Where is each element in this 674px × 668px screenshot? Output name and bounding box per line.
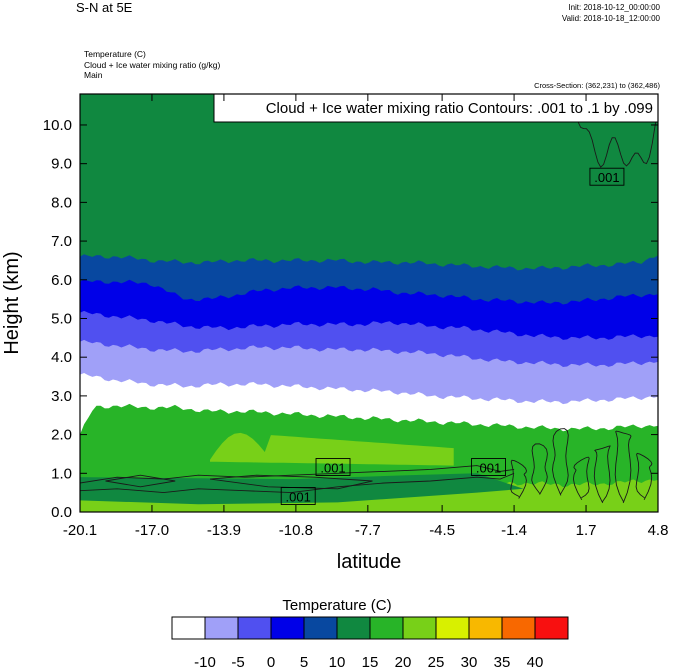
- contour-label: .001: [476, 460, 501, 475]
- x-tick-label: -7.7: [355, 522, 381, 539]
- cloud-contour-line: [571, 94, 658, 168]
- cloud-contour-line: [572, 456, 590, 501]
- x-tick-label: -17.0: [135, 522, 169, 539]
- cloud-contour-line: [552, 428, 569, 496]
- colorbar-label: 35: [494, 654, 511, 668]
- colorbar-swatch: [270, 616, 305, 640]
- temp-fill-band: [210, 432, 454, 466]
- cloud-contour-line: [593, 445, 611, 504]
- colorbar-label: -5: [231, 654, 244, 668]
- colorbar-swatch: [369, 616, 404, 640]
- colorbar-swatch: [468, 616, 503, 640]
- contour-info-text: Cloud + Ice water mixing ratio Contours:…: [266, 100, 653, 117]
- contour-label-box: [315, 458, 351, 476]
- y-tick-label: 2.0: [51, 427, 72, 444]
- contour-label-box: [589, 167, 625, 186]
- colorbar-swatch: [171, 616, 206, 640]
- colorbar-label: 15: [362, 654, 379, 668]
- cloud-contour-line: [614, 430, 632, 504]
- colorbar-swatch: [501, 616, 536, 640]
- x-tick-label: -13.9: [207, 522, 241, 539]
- y-tick-label: 0.0: [51, 504, 72, 521]
- colorbar-swatch: [204, 616, 239, 640]
- contour-label: .001: [320, 460, 345, 475]
- contour-info-box: [213, 93, 659, 123]
- colorbar-label: 5: [300, 654, 308, 668]
- cross-section-label: Cross-Section: (362,231) to (362,486): [534, 81, 660, 90]
- y-tick-label: 6.0: [51, 272, 72, 289]
- cloud-contour-line: [80, 472, 515, 494]
- y-axis-label: Height (km): [1, 251, 23, 354]
- contour-label: .001: [594, 170, 619, 185]
- y-tick-label: 4.0: [51, 349, 72, 366]
- contour-label-box: [280, 487, 316, 505]
- cloud-contour-line: [209, 474, 373, 490]
- y-tick-label: 8.0: [51, 194, 72, 211]
- field-labels: Temperature (C) Cloud + Ice water mixing…: [84, 49, 220, 81]
- y-tick-label: 5.0: [51, 310, 72, 327]
- colorbar-swatch: [402, 616, 437, 640]
- field-label-mixing-ratio: Cloud + Ice water mixing ratio (g/kg): [84, 59, 221, 70]
- temp-fill-band: [80, 94, 658, 271]
- x-tick-label: -4.5: [429, 522, 455, 539]
- y-tick-label: 3.0: [51, 388, 72, 405]
- colorbar-label: 40: [527, 654, 544, 668]
- init-valid-times: Init: 2018-10-12_00:00:00 Valid: 2018-10…: [562, 2, 660, 24]
- colorbar-label: 10: [329, 654, 346, 668]
- colorbar-label: 25: [428, 654, 445, 668]
- chart-title: S-N at 5E: [76, 0, 133, 15]
- cloud-contour-line: [531, 443, 548, 495]
- colorbar-swatch: [435, 616, 470, 640]
- colorbar-title: Temperature (C): [282, 597, 392, 614]
- x-tick-label: 1.7: [576, 522, 597, 539]
- colorbar-label: -10: [194, 654, 216, 668]
- x-tick-label: -1.4: [501, 522, 527, 539]
- plot-area: .001 .001 .001 .001: [80, 94, 658, 512]
- x-tick-label: -20.1: [63, 522, 97, 539]
- colorbar-label: 20: [395, 654, 412, 668]
- colorbar-swatch: [303, 616, 338, 640]
- y-tick-label: 9.0: [51, 156, 72, 173]
- colorbar-label: 0: [267, 654, 275, 668]
- cloud-contour-line: [635, 452, 653, 501]
- x-tick-label: 4.8: [648, 522, 669, 539]
- field-label-main: Main: [84, 70, 103, 80]
- plot-frame: [79, 93, 659, 513]
- temp-fill-band: [80, 473, 524, 505]
- init-time: Init: 2018-10-12_00:00:00: [568, 3, 660, 12]
- y-tick-label: 7.0: [51, 233, 72, 250]
- y-tick-label: 10.0: [43, 117, 72, 134]
- colorbar-swatch: [237, 616, 272, 640]
- x-tick-label: -10.8: [279, 522, 313, 539]
- x-axis-label: latitude: [337, 551, 402, 573]
- colorbar-label: 30: [461, 654, 478, 668]
- contour-label-box: [471, 458, 506, 476]
- colorbar-swatch: [336, 616, 371, 640]
- cloud-contour-line: [105, 474, 176, 488]
- cloud-contour-line: [80, 465, 515, 484]
- colorbar-swatch: [534, 616, 569, 640]
- field-label-temperature: Temperature (C): [84, 49, 146, 59]
- contour-label: .001: [286, 490, 311, 505]
- cloud-contour-line: [510, 459, 527, 499]
- valid-time: Valid: 2018-10-18_12:00:00: [561, 14, 660, 23]
- y-tick-label: 1.0: [51, 465, 72, 482]
